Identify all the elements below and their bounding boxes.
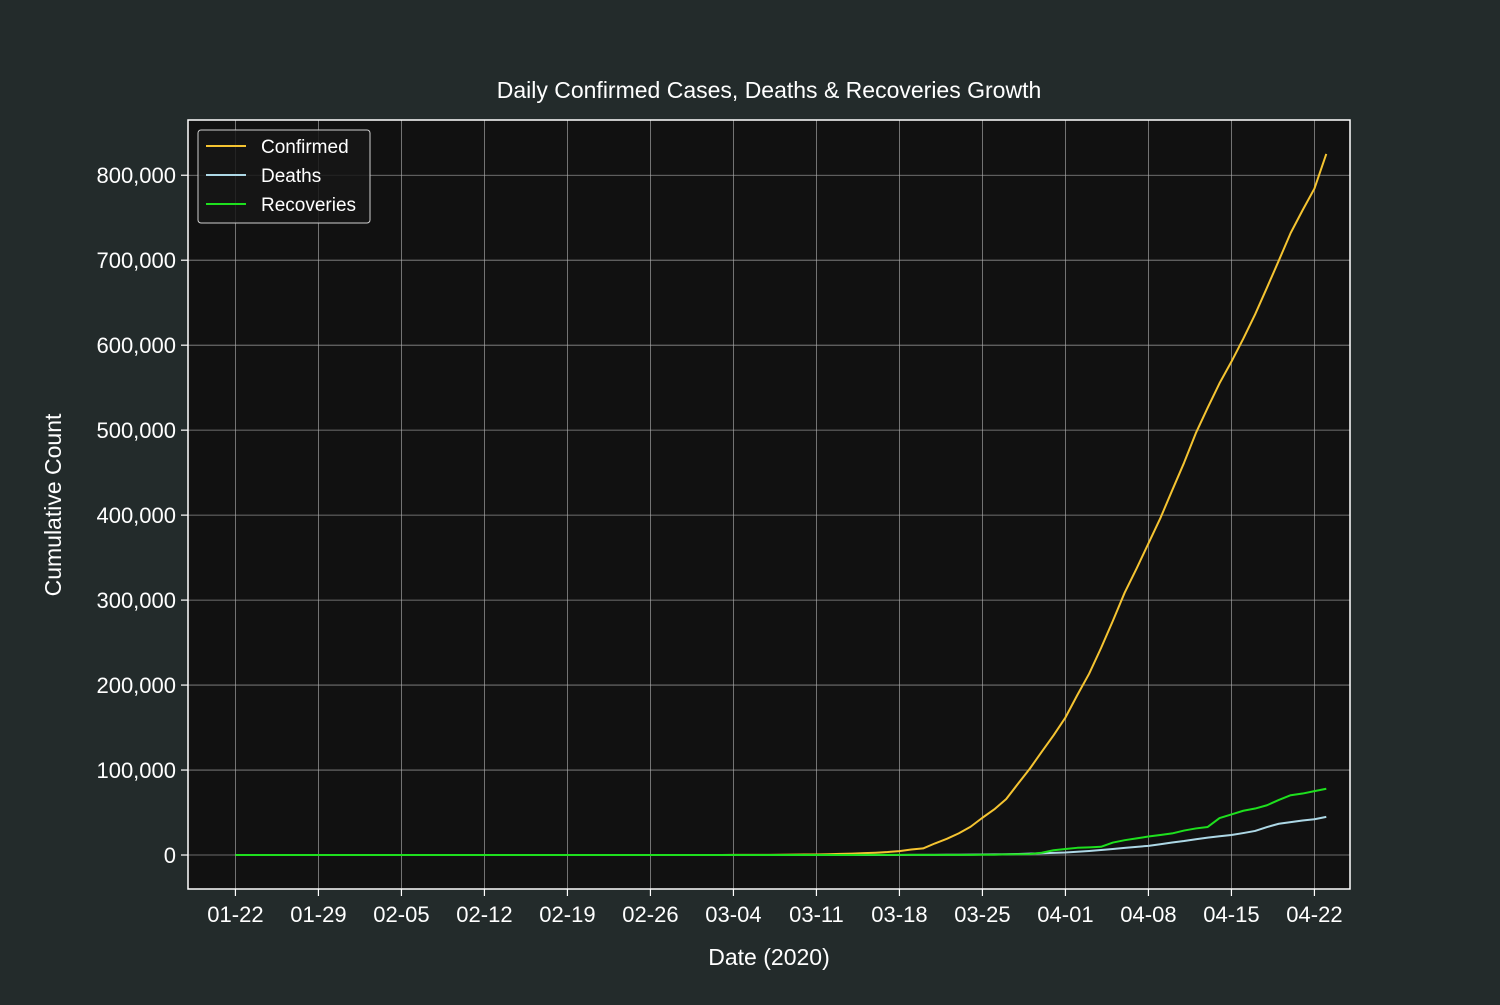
x-tick-label: 04-22 — [1286, 902, 1342, 927]
x-tick-label: 03-11 — [789, 902, 844, 927]
y-tick-label: 600,000 — [96, 333, 176, 358]
y-axis-label: Cumulative Count — [40, 413, 66, 596]
x-tick-label: 04-15 — [1203, 902, 1259, 927]
chart-title: Daily Confirmed Cases, Deaths & Recoveri… — [497, 77, 1042, 103]
legend-label: Deaths — [261, 166, 321, 187]
x-tick-label: 01-22 — [207, 902, 263, 927]
x-tick-label: 02-12 — [456, 902, 512, 927]
legend-box — [197, 129, 371, 224]
x-tick-label: 04-01 — [1037, 902, 1093, 927]
y-tick-label: 300,000 — [96, 588, 176, 613]
y-tick-label: 200,000 — [96, 673, 176, 698]
x-tick-label: 01-29 — [290, 902, 346, 927]
y-tick-label: 100,000 — [96, 758, 176, 783]
y-axis: 0 100,000 200,000 300,000 400,000 500,000 600,… — [96, 163, 188, 868]
x-tick-label: 02-19 — [539, 902, 595, 927]
x-tick-label: 04-08 — [1120, 902, 1176, 927]
x-axis-label: Date (2020) — [708, 944, 829, 970]
y-tick-label: 0 — [164, 843, 176, 868]
x-tick-label: 03-18 — [871, 902, 927, 927]
series-lines — [235, 153, 1328, 857]
legend-label: Recoveries — [261, 195, 356, 216]
legend-label: Confirmed — [261, 137, 349, 158]
y-tick-label: 700,000 — [96, 248, 176, 273]
y-tick-label: 800,000 — [96, 163, 176, 188]
legend: Confirmed Deaths Recoveries — [197, 129, 371, 224]
x-tick-label: 03-25 — [954, 902, 1010, 927]
x-tick-label: 02-05 — [373, 902, 429, 927]
x-tick-label: 02-26 — [622, 902, 678, 927]
x-axis: 01-22 01-29 02-05 02-12 02-19 02-26 03-04 03-11… — [207, 889, 1343, 927]
x-tick-label: 03-04 — [705, 902, 761, 927]
plot-area — [188, 120, 1350, 889]
series-line-recoveries — [235, 787, 1327, 857]
y-tick-label: 400,000 — [96, 503, 176, 528]
y-tick-label: 500,000 — [96, 418, 176, 443]
grid — [188, 120, 1350, 889]
plot-frame — [187, 119, 1351, 890]
